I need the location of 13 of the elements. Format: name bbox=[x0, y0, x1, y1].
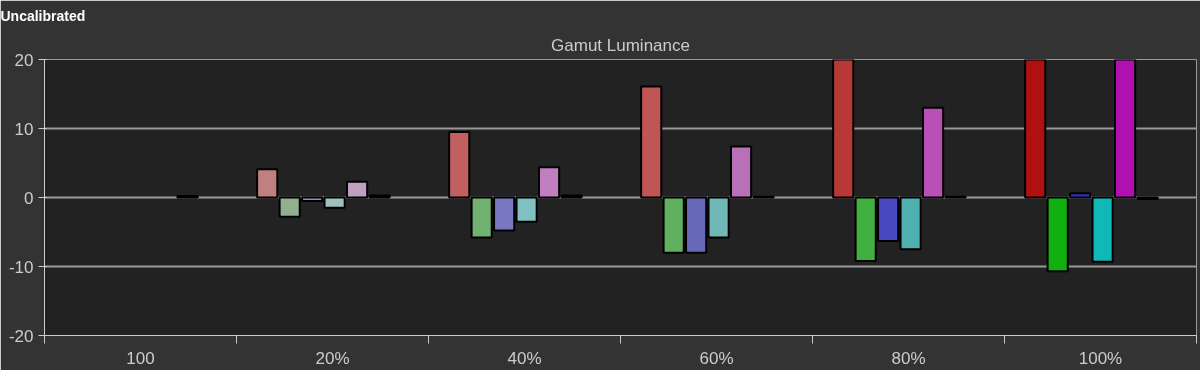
chart-title: Gamut Luminance bbox=[551, 35, 690, 55]
x-tick-label: 60% bbox=[699, 348, 734, 368]
chart-subtitle: Uncalibrated bbox=[0, 7, 86, 24]
y-tick-label: -10 bbox=[8, 257, 34, 277]
x-tick-label: 100 bbox=[126, 348, 155, 368]
y-tick-label: -20 bbox=[8, 326, 34, 346]
x-tick-label: 20% bbox=[315, 348, 350, 368]
x-tick-label: 100% bbox=[1078, 348, 1123, 368]
y-tick-label: 10 bbox=[14, 119, 34, 139]
y-tick-label: 0 bbox=[24, 188, 34, 208]
y-tick-label: 20 bbox=[14, 50, 34, 70]
x-tick-label: 40% bbox=[507, 348, 542, 368]
x-tick-label: 80% bbox=[891, 348, 926, 368]
